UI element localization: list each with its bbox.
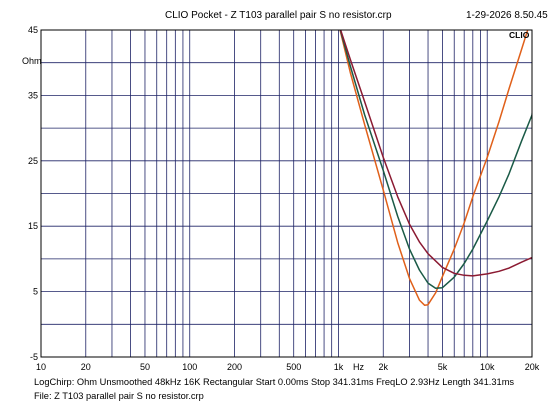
axis-labels: 10 20 50 100 200 500 1k 2k 5k 10k 20k 45 35 25 15 5 -5 [28, 25, 540, 372]
x-tick-label: 20k [525, 362, 540, 372]
timestamp: 1-29-2026 8.50.45 [466, 10, 548, 21]
x-tick-label: 200 [227, 362, 242, 372]
clio-brand: CLIO [509, 30, 530, 40]
file-name: File: Z T103 parallel pair S no resistor… [34, 391, 204, 401]
x-tick-label: 1k [334, 362, 344, 372]
curves [339, 30, 532, 307]
x-tick-label: 5k [438, 362, 448, 372]
chart-title: CLIO Pocket - Z T103 parallel pair S no … [165, 10, 392, 21]
y-tick-label: 5 [33, 287, 38, 297]
y-tick-label: 45 [28, 25, 38, 35]
x-tick-label: 2k [379, 362, 389, 372]
x-tick-label: 500 [286, 362, 301, 372]
x-tick-label: 50 [140, 362, 150, 372]
x-tick-label: 10 [36, 362, 46, 372]
x-tick-label: 100 [182, 362, 197, 372]
measurement-settings: LogChirp: Ohm Unsmoothed 48kHz 16K Recta… [34, 377, 515, 387]
impedance-curve-2 [339, 30, 532, 290]
y-axis-label: Ohm [22, 56, 42, 66]
x-tick-label: 20 [81, 362, 91, 372]
impedance-curve-3 [339, 30, 532, 277]
y-tick-label: 25 [28, 156, 38, 166]
x-tick-label: 10k [480, 362, 495, 372]
grid [41, 30, 533, 357]
y-tick-label: 35 [28, 90, 38, 100]
x-axis-label: Hz [353, 362, 364, 372]
y-tick-label: -5 [30, 352, 38, 362]
plot-frame [40, 29, 533, 358]
impedance-curve-1 [339, 30, 529, 307]
y-tick-label: 15 [28, 221, 38, 231]
